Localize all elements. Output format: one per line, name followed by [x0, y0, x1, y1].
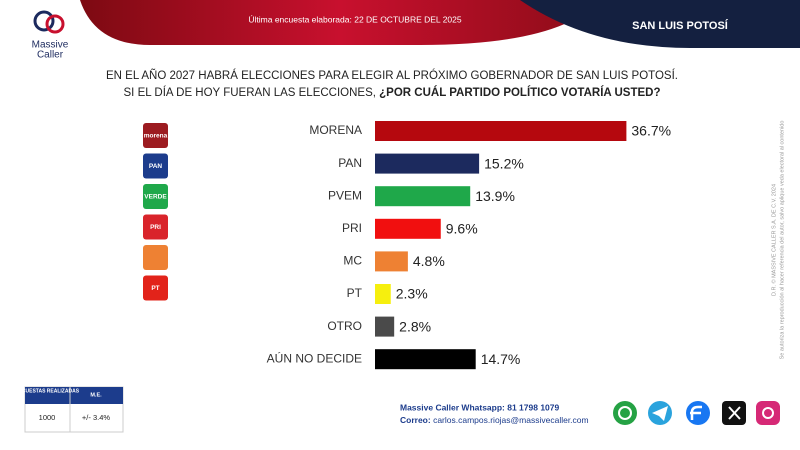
value-label: 36.7% — [631, 123, 671, 139]
party-logo-text: PRI — [150, 224, 161, 231]
value-label: 9.6% — [446, 221, 478, 237]
party-logo-text: morena — [144, 133, 168, 140]
bar — [375, 153, 480, 174]
party-logo-text: PAN — [149, 163, 163, 170]
title-part: SI EL DÍA DE HOY FUERAN LAS ELECCIONES, — [124, 86, 380, 99]
brand: Massive — [32, 40, 69, 51]
brand-logo — [33, 10, 65, 34]
table-header: M.E. — [90, 392, 102, 398]
category-label: PVEM — [328, 188, 362, 202]
region: SAN LUIS POTOSÍ — [632, 19, 729, 32]
party-logo — [143, 123, 168, 148]
bar — [375, 316, 395, 337]
party-logo — [143, 275, 168, 301]
bar — [375, 251, 408, 272]
header-banner — [80, 0, 600, 45]
value-label: 14.7% — [481, 351, 521, 367]
email-address[interactable]: carlos.campos.riojas@massivecaller.com — [433, 415, 589, 425]
category-label: MORENA — [309, 123, 362, 137]
value-label: 13.9% — [475, 188, 515, 204]
email: Correo: carlos.campos.riojas@massivecall… — [400, 415, 589, 425]
category-label: PT — [347, 286, 363, 300]
value-label: 4.8% — [413, 253, 445, 269]
date-line: Última encuesta elaborada: 22 DE OCTUBRE… — [248, 14, 462, 24]
bar — [375, 284, 391, 304]
party-logo — [143, 245, 168, 270]
table-cell: +/- 3.4% — [82, 413, 110, 422]
email-label: Correo: — [400, 415, 433, 425]
party-logo — [143, 153, 168, 179]
category-label: AÚN NO DECIDE — [267, 350, 362, 365]
category-label: OTRO — [327, 319, 362, 333]
bar — [375, 218, 441, 239]
category-label: MC — [343, 254, 362, 268]
region-banner — [520, 0, 800, 48]
brand: Caller — [37, 50, 64, 61]
value-label: 2.3% — [396, 286, 428, 302]
title: SI EL DÍA DE HOY FUERAN LAS ELECCIONES, … — [124, 86, 661, 99]
survey-table — [24, 386, 124, 433]
party-logo-text: VERDE — [144, 194, 167, 201]
bar — [375, 121, 627, 141]
whatsapp-icon[interactable] — [613, 401, 637, 425]
instagram-icon[interactable] — [756, 401, 780, 425]
table-header: ENCUESTAS REALIZADAS — [15, 388, 80, 394]
category-label: PRI — [342, 221, 362, 235]
value-label: 2.8% — [399, 318, 431, 334]
social-icons — [613, 401, 780, 425]
bar — [375, 349, 476, 370]
title-part: ¿POR CUÁL PARTIDO POLÍTICO VOTARÍA USTED… — [379, 86, 660, 99]
side-note-line: D.R. © MASSIVE CALLER S.A. DE C.V. 2024 — [770, 184, 777, 296]
side-note-line: Se autoriza la reproducción al hacer ref… — [779, 121, 785, 360]
table-cell: 1000 — [39, 413, 56, 422]
party-logo — [143, 184, 168, 209]
category-label: PAN — [338, 156, 362, 170]
whatsapp: Massive Caller Whatsapp: 81 1798 1079 — [400, 402, 559, 412]
value-label: 15.2% — [484, 155, 524, 171]
party-logo — [143, 214, 168, 240]
party-logo-text: PT — [151, 285, 159, 292]
title: EN EL AÑO 2027 HABRÁ ELECCIONES PARA ELE… — [106, 69, 678, 82]
bar — [375, 186, 471, 207]
side-note: D.R. © MASSIVE CALLER S.A. DE C.V. 2024 … — [770, 121, 785, 360]
